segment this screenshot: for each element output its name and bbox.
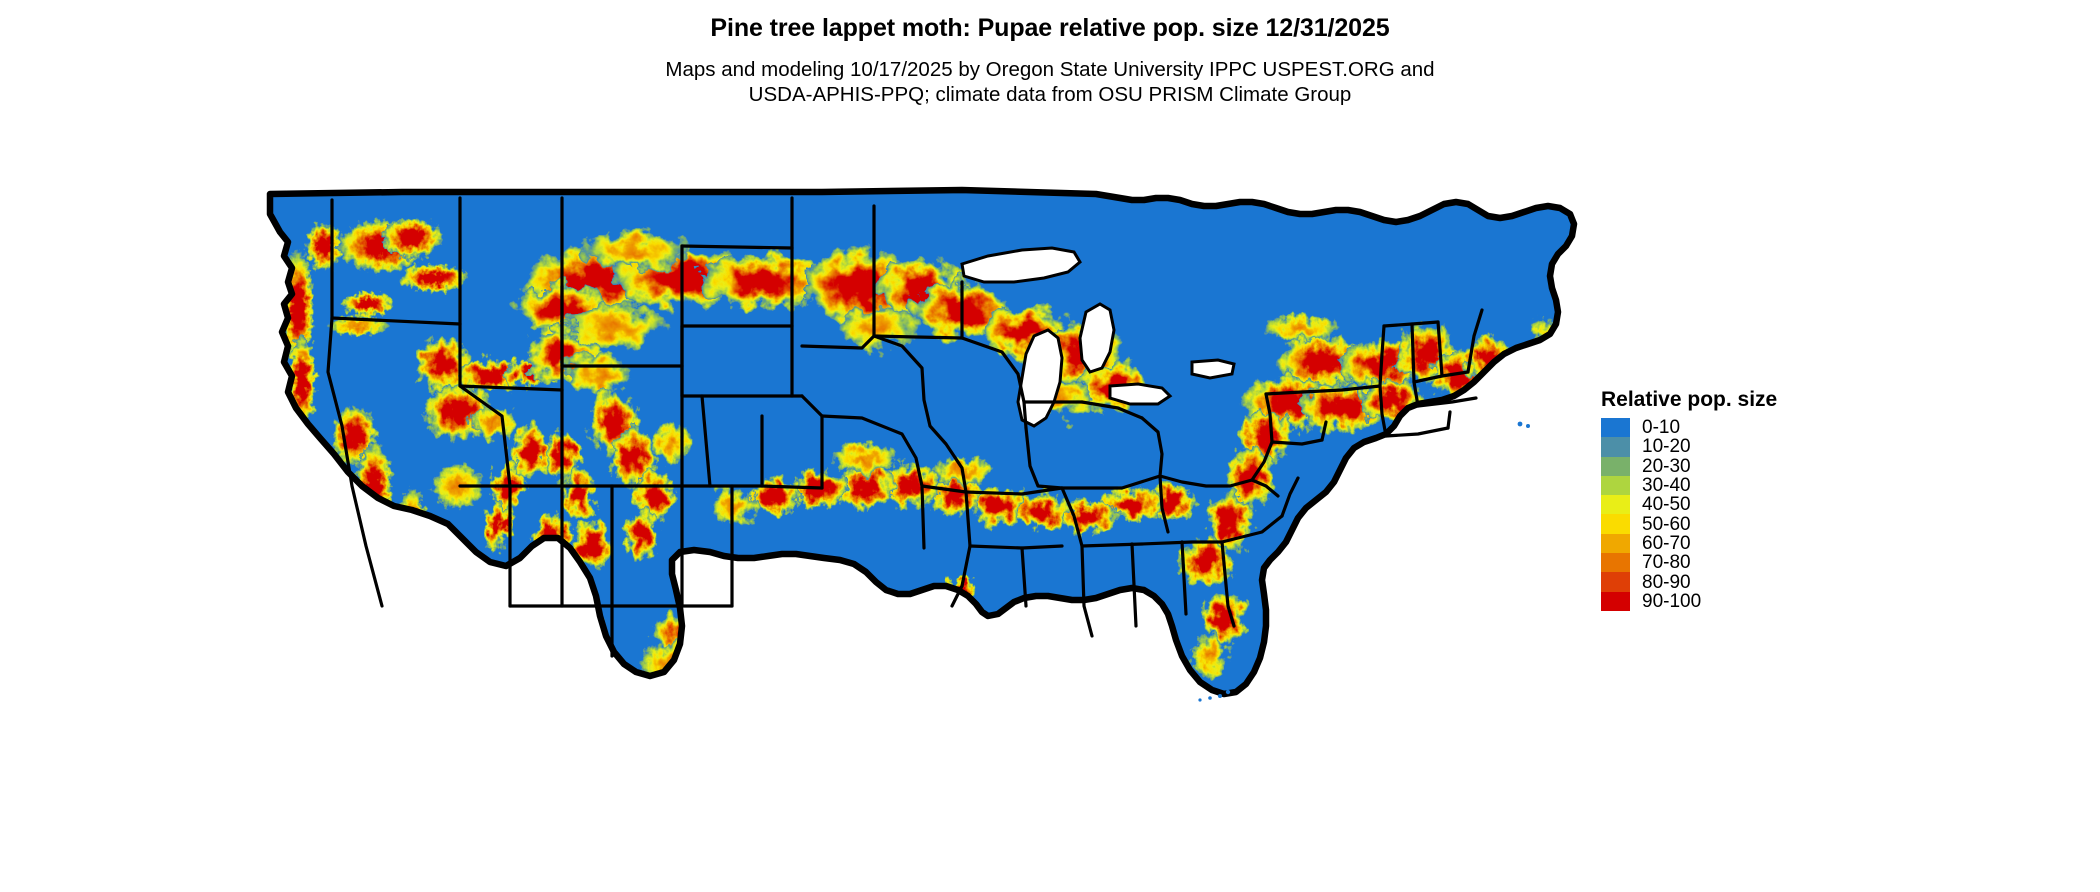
- legend-label: 40-50: [1642, 494, 1691, 516]
- legend-items: 0-10 10-20 20-30 30-40 40-50 50-60 60-70 70-80 8…: [1601, 418, 1861, 611]
- legend-row[interactable]: 20-30: [1601, 455, 1861, 477]
- legend-color-swatch: [1601, 475, 1630, 496]
- title-block: Pine tree lappet moth: Pupae relative po…: [0, 14, 2100, 107]
- page-subtitle: Maps and modeling 10/17/2025 by Oregon S…: [0, 57, 2100, 107]
- legend-label: 50-60: [1642, 513, 1691, 535]
- page-title: Pine tree lappet moth: Pupae relative po…: [710, 14, 1390, 42]
- lake-huron: [1078, 302, 1116, 374]
- legend-color-swatch: [1601, 572, 1630, 592]
- legend-row[interactable]: 60-70: [1601, 532, 1861, 554]
- legend-color-swatch: [1601, 514, 1630, 534]
- legend-color-swatch: [1601, 591, 1630, 611]
- state-boundaries: [326, 196, 1484, 658]
- legend-row[interactable]: 10-20: [1601, 436, 1861, 458]
- legend-color-swatch: [1601, 456, 1630, 476]
- map-svg: [262, 186, 1582, 702]
- subtitle-line-2: USDA-APHIS-PPQ; climate data from OSU PR…: [748, 82, 1352, 106]
- legend-color-swatch: [1601, 418, 1630, 438]
- legend-title: Relative pop. size: [1601, 388, 1778, 411]
- legend-row[interactable]: 80-90: [1601, 571, 1861, 593]
- map-legend: Relative pop. size 0-10 10-20 20-30 30-40 40…: [1601, 388, 1861, 611]
- legend-label: 0-10: [1642, 417, 1681, 439]
- legend-color-swatch: [1601, 437, 1630, 457]
- legend-color-swatch: [1601, 495, 1630, 515]
- legend-row[interactable]: 90-100: [1601, 590, 1861, 612]
- legend-label: 80-90: [1642, 571, 1691, 593]
- legend-row[interactable]: 40-50: [1601, 494, 1861, 516]
- legend-label: 30-40: [1642, 475, 1691, 497]
- legend-label: 60-70: [1642, 532, 1691, 554]
- legend-label: 20-30: [1642, 455, 1691, 477]
- legend-row[interactable]: 0-10: [1601, 417, 1861, 439]
- legend-label: 10-20: [1642, 436, 1691, 458]
- coastal-islands: [1198, 421, 1530, 702]
- legend-row[interactable]: 70-80: [1601, 552, 1861, 574]
- us-risk-map: [262, 186, 1582, 706]
- subtitle-line-1: Maps and modeling 10/17/2025 by Oregon S…: [665, 57, 1435, 81]
- legend-color-swatch: [1601, 553, 1630, 573]
- lake-ontario: [1190, 358, 1236, 380]
- legend-label: 90-100: [1642, 590, 1702, 612]
- legend-label: 70-80: [1642, 552, 1691, 574]
- legend-row[interactable]: 30-40: [1601, 475, 1861, 497]
- lake-superior: [960, 246, 1082, 284]
- legend-row[interactable]: 50-60: [1601, 513, 1861, 535]
- lake-erie: [1108, 382, 1173, 406]
- hotspots-appalachian-ozark: [710, 442, 1274, 586]
- legend-color-swatch: [1601, 533, 1630, 554]
